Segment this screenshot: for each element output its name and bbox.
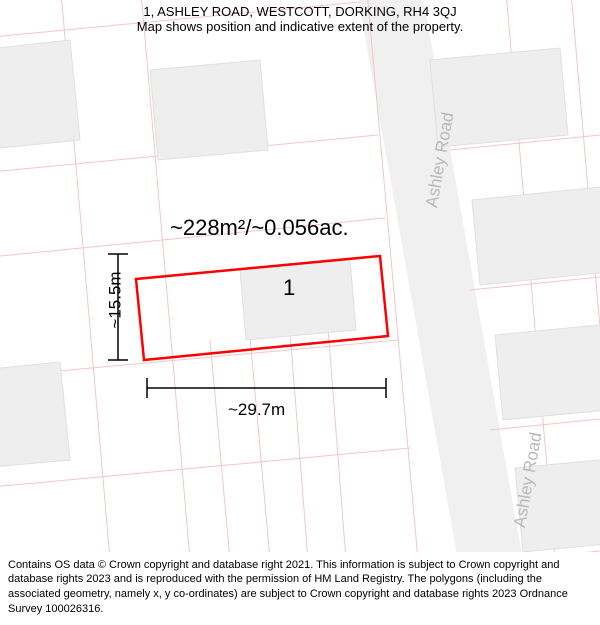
building-footprint — [150, 60, 268, 160]
building-footprint — [240, 260, 356, 340]
building-footprint — [472, 185, 600, 285]
area-label: ~228m²/~0.056ac. — [170, 215, 349, 241]
page-title: 1, ASHLEY ROAD, WESTCOTT, DORKING, RH4 3… — [0, 4, 600, 19]
width-dimension-label: ~29.7m — [228, 400, 285, 420]
page-subtitle: Map shows position and indicative extent… — [0, 19, 600, 34]
building-footprint — [0, 362, 70, 468]
map-canvas — [0, 0, 600, 560]
copyright-footer: Contains OS data © Crown copyright and d… — [0, 552, 600, 625]
property-number-label: 1 — [283, 275, 295, 301]
building-footprint — [0, 40, 80, 150]
height-dimension-label: ~15.5m — [106, 271, 126, 328]
building-footprint — [495, 323, 600, 420]
